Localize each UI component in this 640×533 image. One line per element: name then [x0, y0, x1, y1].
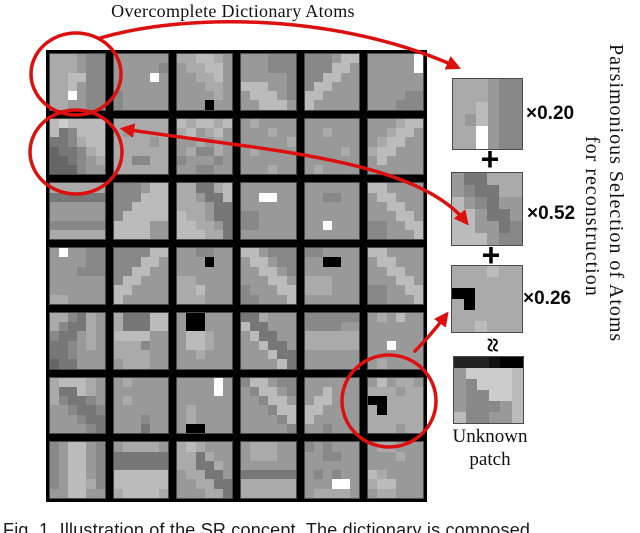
dictionary-atom: [112, 311, 170, 370]
coefficient-label-1: ×0.20: [526, 103, 575, 124]
dictionary-atom: [367, 117, 424, 176]
dictionary-atom: [240, 117, 297, 176]
dictionary-atom: [49, 53, 106, 111]
dictionary-atom: [49, 247, 106, 305]
dictionary-grid: [46, 50, 427, 502]
unknown-patch-label-line1: Unknown: [452, 426, 528, 447]
figure-title: Overcomplete Dictionary Atoms: [111, 1, 355, 21]
unknown-patch-image: [453, 356, 524, 424]
dictionary-atom: [303, 182, 361, 241]
dictionary-atom: [176, 247, 233, 305]
plus-sign-2: +: [481, 237, 501, 273]
dictionary-atom: [112, 53, 170, 111]
coefficient-label-2: ×0.52: [527, 203, 576, 224]
dictionary-atom: [367, 376, 424, 435]
dictionary-atom: [303, 117, 361, 176]
dictionary-atom: [240, 441, 297, 499]
dictionary-atom: [367, 182, 424, 241]
dictionary-atom: [49, 311, 106, 370]
dictionary-atom: [303, 441, 361, 499]
selected-atom-patch-1: [452, 78, 523, 150]
dictionary-atom: [240, 311, 297, 370]
dictionary-atom: [367, 441, 424, 499]
dictionary-atom: [176, 117, 233, 176]
dictionary-atom: [49, 117, 106, 176]
plus-sign-1: +: [480, 141, 500, 177]
dictionary-atom: [176, 53, 233, 111]
dictionary-atom: [240, 376, 297, 435]
dictionary-atom: [112, 182, 170, 241]
dictionary-atom: [240, 247, 297, 305]
dictionary-atom: [112, 247, 170, 305]
dictionary-atom: [367, 311, 424, 370]
coefficient-label-3: ×0.26: [523, 288, 572, 309]
dictionary-atom: [112, 117, 170, 176]
dictionary-atom: [49, 182, 106, 241]
dictionary-atom: [367, 53, 424, 111]
dictionary-atom: [49, 376, 106, 435]
dictionary-atom: [49, 441, 106, 499]
dictionary-atom: [303, 311, 361, 370]
dictionary-atom: [176, 311, 233, 370]
dictionary-atom: [112, 376, 170, 435]
dictionary-atom: [176, 182, 233, 241]
unknown-patch-label-line2: patch: [469, 449, 511, 470]
selected-atom-patch-3: [451, 265, 523, 333]
dictionary-atom: [240, 53, 297, 111]
dictionary-atom: [303, 247, 361, 305]
dictionary-atom: [176, 441, 233, 499]
selected-atom-patch-2: [451, 172, 523, 246]
dictionary-atom: [176, 376, 233, 435]
dictionary-atom: [112, 441, 170, 499]
side-annotation-line1: Parsimonious Selection of Atoms: [605, 44, 627, 343]
dictionary-atom: [303, 376, 361, 435]
dictionary-atom: [367, 247, 424, 305]
dictionary-atom: [240, 182, 297, 241]
figure-caption: Fig. 1. Illustration of the SR concept. …: [3, 520, 531, 533]
dictionary-atom: [303, 53, 361, 111]
side-annotation-line2: for reconstruction: [581, 136, 603, 297]
